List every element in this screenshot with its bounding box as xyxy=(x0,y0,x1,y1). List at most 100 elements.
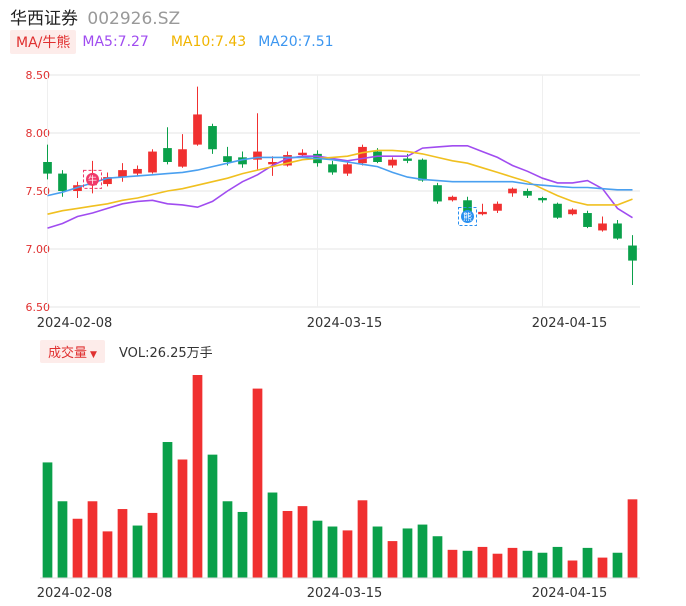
candle-body xyxy=(58,173,67,191)
candle-body xyxy=(133,168,142,174)
volume-bar xyxy=(342,530,353,578)
volume-bar xyxy=(477,546,488,578)
dropdown-caret-icon: ▼ xyxy=(90,349,97,360)
candle-body xyxy=(298,152,307,156)
volume-bar xyxy=(462,550,473,578)
candle-body xyxy=(598,223,607,231)
candle-body xyxy=(613,223,622,239)
volume-indicator-tab[interactable]: 成交量 ▼ xyxy=(40,339,105,363)
candle-body xyxy=(478,211,487,215)
candle-body xyxy=(283,155,292,166)
ma20-value: MA20:7.51 xyxy=(258,34,334,50)
volume-bar xyxy=(42,462,53,578)
candle-body xyxy=(103,177,112,185)
stock-title: 华西证券 002926.SZ xyxy=(10,4,180,29)
volume-bar xyxy=(312,520,323,578)
stock-code: 002926.SZ xyxy=(87,9,181,29)
volume-bar xyxy=(297,506,308,578)
signal-marker-frame xyxy=(83,169,102,189)
candle-body xyxy=(43,162,52,174)
volume-bar xyxy=(507,547,518,578)
ma20-line xyxy=(47,156,633,197)
volume-bar xyxy=(252,388,263,578)
volume-bar xyxy=(552,546,563,578)
candle-body xyxy=(403,158,412,161)
volume-bar xyxy=(192,375,203,578)
date-tick-label: 2024-02-08 xyxy=(37,316,113,331)
ma-indicator-tab[interactable]: MA/牛熊 xyxy=(10,30,77,54)
candle-body xyxy=(433,185,442,202)
volume-bar xyxy=(402,528,413,578)
candle-body xyxy=(118,170,127,178)
candle-body xyxy=(538,197,547,201)
volume-bar xyxy=(537,552,548,578)
candle-body xyxy=(208,126,217,150)
volume-bar xyxy=(117,509,128,578)
candle-body xyxy=(448,196,457,201)
volume-value: VOL:26.25万手 xyxy=(118,345,213,361)
date-tick-label: 2024-03-15 xyxy=(307,586,383,601)
volume-bar xyxy=(597,557,608,578)
candle-body xyxy=(418,159,427,181)
date-tick-label: 2024-03-15 xyxy=(307,316,383,331)
volume-bar xyxy=(432,536,443,578)
volume-bar xyxy=(267,492,278,578)
candle-body xyxy=(358,146,367,164)
price-tick-label: 8.00 xyxy=(26,127,51,140)
candle-body xyxy=(388,159,397,166)
signal-marker-icon xyxy=(86,172,99,186)
volume-bar xyxy=(162,442,173,578)
candle-body xyxy=(493,203,502,211)
candle-body xyxy=(343,164,352,174)
volume-tab-label: 成交量 xyxy=(48,345,88,361)
candle-body xyxy=(583,213,592,227)
volume-bar xyxy=(387,541,398,578)
candle-body xyxy=(148,151,157,173)
volume-bar xyxy=(87,501,98,578)
stock-name: 华西证券 xyxy=(10,9,78,29)
volume-bar xyxy=(177,459,188,578)
price-tick-label: 8.50 xyxy=(26,69,51,82)
volume-bar xyxy=(147,512,158,578)
volume-bar xyxy=(102,531,113,578)
candle-body xyxy=(568,209,577,215)
candle-body xyxy=(223,156,232,162)
candle-body xyxy=(523,191,532,196)
signal-marker-label: 熊 xyxy=(463,211,472,223)
price-tick-label: 7.50 xyxy=(26,185,51,198)
candle-body xyxy=(253,151,262,160)
candle-body xyxy=(328,164,337,173)
volume-bar xyxy=(207,454,218,578)
signal-marker-label: 牛 xyxy=(88,174,97,186)
ma-legend: MA/牛熊 MA5:7.27 MA10:7.43 MA20:7.51 xyxy=(10,30,334,54)
volume-legend: 成交量 ▼ VOL:26.25万手 xyxy=(40,339,213,363)
price-tick-label: 7.00 xyxy=(26,243,51,256)
volume-bar xyxy=(132,525,143,578)
volume-bar xyxy=(567,560,578,578)
volume-bar xyxy=(222,501,233,578)
candle-body xyxy=(268,162,277,165)
signal-marker-frame xyxy=(458,207,477,227)
volume-bar xyxy=(522,550,533,578)
ma10-value: MA10:7.43 xyxy=(170,34,247,50)
volume-bar xyxy=(72,518,83,578)
volume-bar xyxy=(417,524,428,578)
volume-bar xyxy=(627,499,638,578)
volume-bar xyxy=(282,510,293,578)
volume-bar xyxy=(582,547,593,578)
candle-body xyxy=(178,149,187,167)
price-tick-label: 6.50 xyxy=(26,301,51,314)
volume-bar xyxy=(327,526,338,578)
volume-bar xyxy=(57,501,68,578)
candle-body xyxy=(463,200,472,217)
volume-bar xyxy=(372,526,383,578)
volume-bar xyxy=(447,549,458,578)
candle-body xyxy=(238,157,247,165)
candle-body xyxy=(163,148,172,162)
date-tick-label: 2024-04-15 xyxy=(532,586,608,601)
ma5-value: MA5:7.27 xyxy=(82,34,149,50)
date-tick-label: 2024-02-08 xyxy=(37,586,113,601)
candle-body xyxy=(508,188,517,194)
ma5-line xyxy=(47,145,633,229)
